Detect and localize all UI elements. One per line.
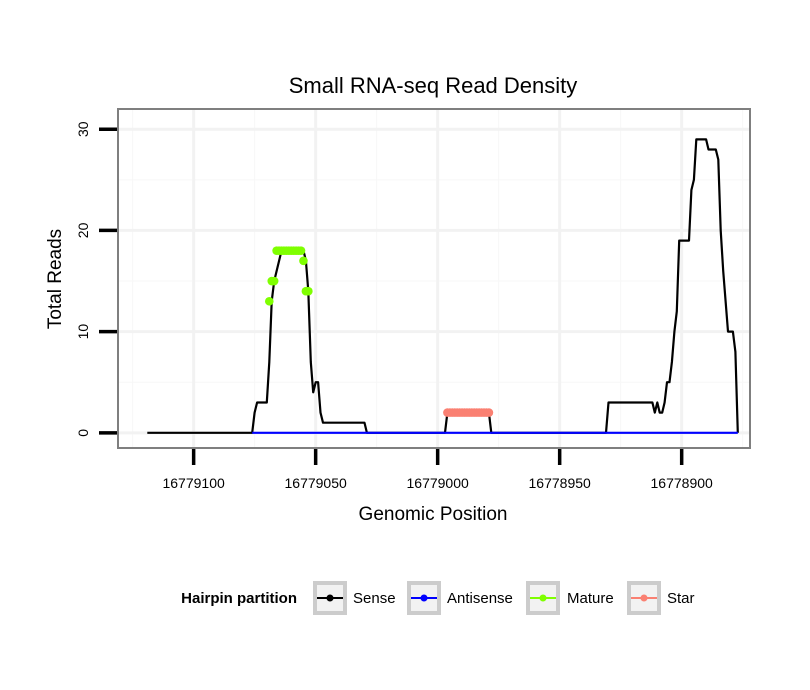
legend-label-star: Star: [667, 590, 695, 607]
plot-border: [117, 108, 751, 449]
legend-label-sense: Sense: [353, 590, 396, 607]
y-tick-label: 0: [75, 429, 91, 437]
legend-title: Hairpin partition: [181, 590, 297, 607]
x-axis-title: Genomic Position: [359, 504, 508, 525]
chart-title: Small RNA-seq Read Density: [289, 73, 578, 98]
plot-background: [118, 109, 750, 448]
legend: Hairpin partition Sense Antisense Mature St…: [181, 581, 695, 615]
y-tick-label: 10: [75, 324, 91, 340]
data-point-mature: [299, 256, 308, 266]
legend-key-point: [640, 594, 648, 602]
x-tick-label: 16778900: [651, 475, 714, 491]
x-tick-label: 16779000: [407, 475, 470, 491]
x-tick-label: 16779050: [285, 475, 348, 491]
y-axis-title: Total Reads: [45, 229, 66, 329]
y-tick-label: 30: [75, 121, 91, 137]
data-point-mature: [269, 276, 279, 286]
legend-key-point: [420, 594, 428, 602]
legend-key-point: [539, 594, 547, 602]
data-point-mature: [296, 246, 306, 255]
x-tick-label: 16779100: [162, 475, 225, 491]
x-tick-label: 16778950: [529, 475, 592, 491]
data-point-mature: [304, 286, 313, 296]
data-point-star: [484, 408, 494, 417]
legend-key-point: [326, 594, 334, 602]
legend-label-mature: Mature: [567, 590, 614, 607]
plot-area: 16779100 16779050 16779000 16778950 16778900…: [75, 108, 751, 491]
legend-label-antisense: Antisense: [447, 590, 513, 607]
y-tick-label: 20: [75, 222, 91, 238]
data-point-mature: [264, 296, 274, 306]
